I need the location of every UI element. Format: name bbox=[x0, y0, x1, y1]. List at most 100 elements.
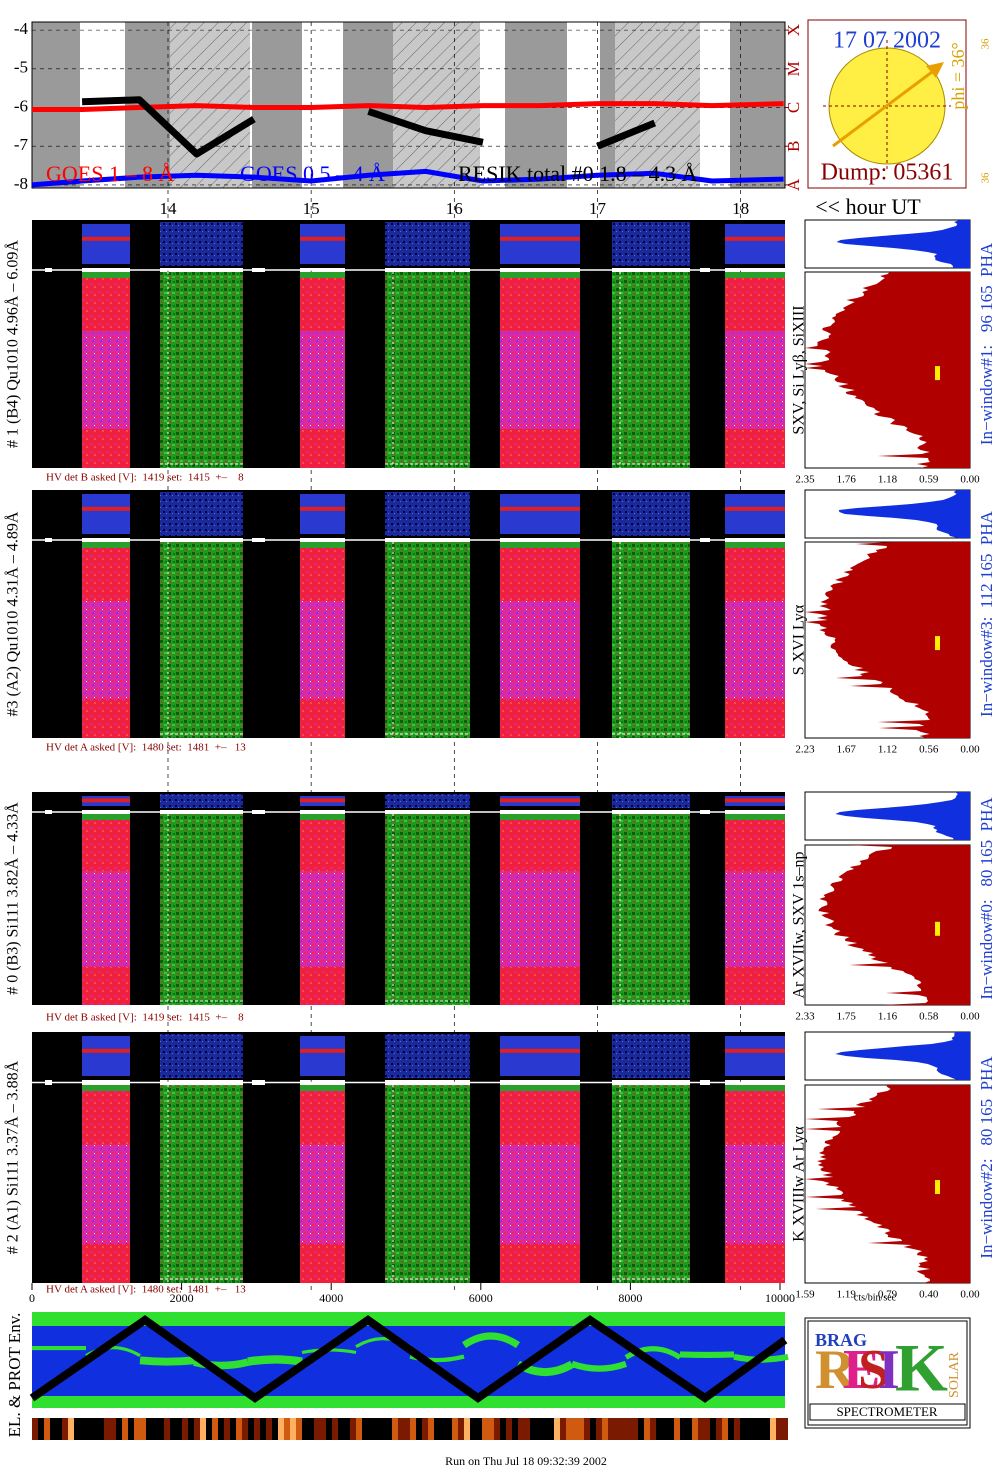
image-gap bbox=[470, 220, 500, 468]
strip-line bbox=[725, 1048, 785, 1053]
image-region bbox=[725, 1243, 785, 1283]
image-gap bbox=[580, 220, 612, 468]
strip-line bbox=[82, 236, 130, 241]
image-gap bbox=[32, 490, 45, 738]
image-edge bbox=[82, 1085, 130, 1091]
image-region bbox=[300, 1085, 345, 1145]
hist-tick-label: 0.00 bbox=[960, 1289, 980, 1301]
env-strip bbox=[194, 1418, 200, 1440]
env-strip bbox=[386, 1418, 392, 1440]
strip-line bbox=[82, 798, 130, 803]
env-strip bbox=[308, 1418, 314, 1440]
strip-band bbox=[612, 1034, 690, 1078]
hist-tick-label: 2.33 bbox=[795, 1011, 815, 1023]
image-region bbox=[82, 814, 130, 872]
image-edge bbox=[500, 272, 580, 278]
image-edge bbox=[725, 272, 785, 278]
env-strip bbox=[50, 1418, 56, 1440]
env-strip bbox=[554, 1418, 560, 1440]
env-strip bbox=[626, 1418, 632, 1440]
image-edge bbox=[500, 1085, 580, 1091]
hist-tick-label: 1.18 bbox=[878, 474, 898, 486]
env-strip bbox=[44, 1418, 50, 1440]
env-strip bbox=[578, 1418, 584, 1440]
image-gap bbox=[243, 490, 252, 738]
env-strip bbox=[86, 1418, 92, 1440]
env-strip bbox=[488, 1418, 494, 1440]
env-strip bbox=[422, 1418, 428, 1440]
env-strip bbox=[542, 1418, 548, 1440]
image-region bbox=[385, 272, 470, 468]
panel-label: #3 (A2) Qu1010 4.31Å – 4.89Å bbox=[4, 511, 22, 716]
image-gap bbox=[345, 792, 385, 1005]
env-strip bbox=[470, 1418, 476, 1440]
legend-label: GOES 1 – 8 Å bbox=[46, 161, 174, 186]
image-region bbox=[82, 698, 130, 738]
image-gap bbox=[243, 220, 252, 468]
plot-frame bbox=[31, 21, 786, 189]
image-gap bbox=[345, 490, 385, 738]
env-strip bbox=[326, 1418, 332, 1440]
strip-band bbox=[725, 494, 785, 534]
env-strip bbox=[74, 1418, 80, 1440]
env-strip bbox=[710, 1418, 716, 1440]
image-gap bbox=[710, 1032, 725, 1283]
image-region bbox=[612, 1085, 690, 1283]
series-line bbox=[31, 168, 784, 188]
image-edge bbox=[300, 1085, 345, 1091]
sun-angle: 36 bbox=[980, 172, 992, 184]
env-strip bbox=[668, 1418, 674, 1440]
strip-band bbox=[725, 1036, 785, 1076]
image-region bbox=[500, 1085, 580, 1145]
env-strip bbox=[464, 1418, 470, 1440]
image-gap bbox=[710, 490, 725, 738]
env-strip bbox=[170, 1418, 176, 1440]
line-id: K XVIIIw Ar Lyα bbox=[791, 1126, 808, 1242]
env-strip bbox=[182, 1418, 188, 1440]
image-region bbox=[612, 814, 690, 1005]
pha-hist bbox=[836, 220, 970, 268]
x-tick-label: 4000 bbox=[319, 1291, 343, 1305]
image-region bbox=[500, 1243, 580, 1283]
strip-band bbox=[725, 224, 785, 264]
strip-line bbox=[500, 1048, 580, 1053]
legend-label: RESIK total #0 1.8 – 4.3 Å bbox=[458, 161, 698, 186]
image-region bbox=[82, 428, 130, 468]
env-strip bbox=[698, 1418, 704, 1440]
sun-dump: Dump: 05361 bbox=[821, 160, 954, 186]
x-tick-label: 0 bbox=[29, 1291, 35, 1305]
y2-tick-label: B bbox=[784, 141, 803, 152]
env-strip bbox=[746, 1418, 752, 1440]
image-gap bbox=[690, 490, 700, 738]
y-tick-label: -4 bbox=[14, 19, 29, 38]
logo-letter: S bbox=[858, 1339, 889, 1401]
image-gap bbox=[130, 220, 160, 468]
window-label: In−window#0: 80 165 PHA bbox=[977, 797, 996, 1000]
strip-line bbox=[500, 236, 580, 241]
sun-vector bbox=[832, 64, 941, 148]
strip-band bbox=[612, 794, 690, 808]
pha-hist bbox=[835, 1032, 970, 1080]
env-strip bbox=[314, 1418, 320, 1440]
env-strip bbox=[272, 1418, 278, 1440]
x-tick-label: 8000 bbox=[618, 1291, 642, 1305]
env-strip bbox=[692, 1418, 698, 1440]
env-strip bbox=[530, 1418, 536, 1440]
env-strip bbox=[392, 1418, 398, 1440]
env-strip bbox=[572, 1418, 578, 1440]
panel-label: # 0 (B3) Si111 3.82Å – 4.33Å bbox=[4, 802, 22, 995]
image-edge bbox=[82, 814, 130, 820]
y-tick-label: -8 bbox=[14, 174, 28, 193]
env-strip bbox=[176, 1418, 182, 1440]
env-strip bbox=[374, 1418, 380, 1440]
strip-band bbox=[385, 1034, 470, 1078]
strip-line bbox=[500, 798, 580, 803]
image-gap bbox=[580, 792, 612, 1005]
image-region bbox=[300, 542, 345, 601]
strip-band bbox=[612, 222, 690, 266]
y-tick-label: -5 bbox=[14, 58, 28, 77]
line-id: SXV, Si Lyβ, SiXIII bbox=[791, 305, 808, 434]
env-strip bbox=[92, 1418, 98, 1440]
logo-solar: SOLAR bbox=[947, 1351, 962, 1398]
